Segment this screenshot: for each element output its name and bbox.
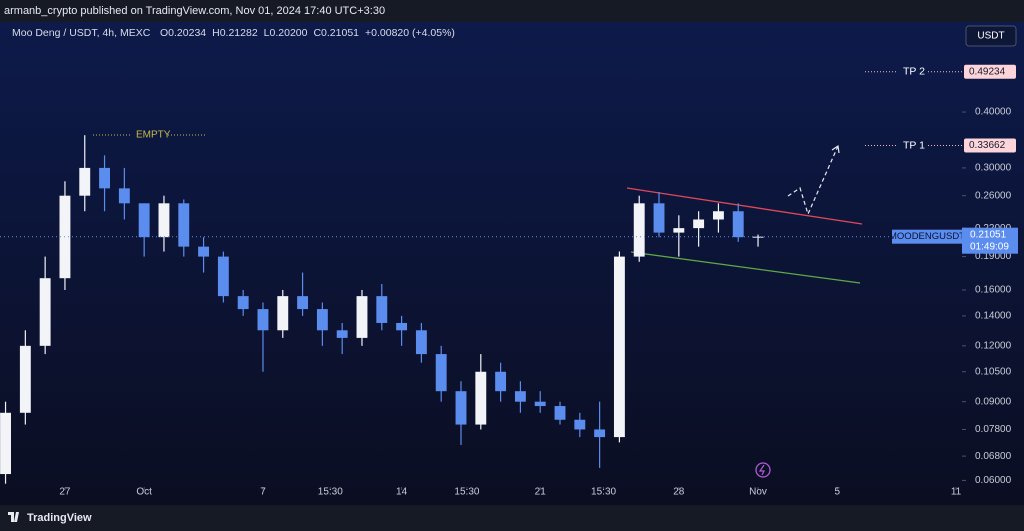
y-tick-label: 0.30000 [975, 163, 1012, 174]
last-price: 0.21051 [970, 229, 1007, 240]
candle-body [237, 296, 249, 310]
y-tick-label: 0.16000 [975, 285, 1012, 296]
candle-body [356, 296, 368, 338]
candle-body [495, 371, 507, 392]
candle-body [752, 236, 764, 238]
event-bolt [758, 464, 765, 476]
candle-body [19, 345, 31, 413]
header-text: armanb_crypto published on TradingView.c… [4, 5, 385, 17]
candle-body [415, 330, 427, 355]
x-tick-label: 11 [951, 487, 962, 498]
y-tick-label: 0.19000 [975, 251, 1012, 262]
chart-area [0, 22, 1024, 505]
candle-body [435, 354, 447, 392]
projection-arrow [787, 145, 839, 216]
y-tick-label: 0.06800 [975, 451, 1012, 462]
currency: USDT [977, 31, 1004, 42]
empty-label: EMPTY [136, 130, 171, 141]
y-tick-label: 0.14000 [975, 311, 1012, 322]
quote-value: C0.21051 [313, 27, 359, 39]
x-tick-label: 5 [834, 487, 840, 498]
target-label: TP 2 [903, 65, 925, 77]
y-tick-label: 0.40000 [975, 107, 1012, 118]
candle-body [534, 401, 546, 407]
quote-value: H0.21282 [212, 27, 258, 39]
quote-value: L0.20200 [264, 27, 308, 39]
candle-body [693, 219, 705, 229]
x-tick-label: 15:30 [318, 487, 343, 498]
candle-body [99, 167, 111, 189]
x-tick-label: 21 [535, 487, 547, 498]
target-value: 0.49234 [969, 66, 1006, 77]
candle-body [336, 330, 348, 338]
x-tick-label: 15:30 [454, 487, 479, 498]
candle-body [613, 256, 625, 438]
candle-body [178, 203, 190, 247]
target-box [964, 138, 1016, 153]
chart-title: Moo Deng / USDT, 4h, MEXC [12, 27, 151, 39]
candle-body [712, 211, 724, 220]
x-tick-label: Nov [749, 487, 767, 498]
x-tick-label: 28 [673, 487, 685, 498]
candle-body [118, 188, 130, 204]
countdown: 01:49:09 [970, 241, 1009, 252]
brand: TradingView [27, 512, 92, 524]
support-line [630, 251, 861, 284]
y-tick-label: 0.06000 [975, 475, 1012, 486]
candle-body [554, 406, 566, 420]
quote-value: +0.00820 (+4.05%) [365, 27, 455, 39]
candle-body [158, 203, 170, 238]
candle-body [257, 309, 269, 331]
y-tick-label: 0.10500 [975, 366, 1012, 377]
series-name-box [892, 229, 962, 244]
x-tick-label: 27 [59, 487, 71, 498]
candle-body [297, 296, 309, 310]
candle-body [574, 419, 586, 430]
candle-body [217, 256, 229, 297]
candle-body [138, 203, 150, 238]
currency-box[interactable] [965, 25, 1017, 47]
resistance-line [626, 187, 863, 225]
candle-body [0, 412, 11, 475]
candle-body [673, 228, 685, 233]
candle-body [653, 203, 665, 233]
candle-body [396, 322, 408, 331]
event-icon[interactable] [755, 462, 771, 478]
brand-logo [8, 512, 19, 522]
y-tick-label: 0.09000 [975, 396, 1012, 407]
candle-body [79, 167, 91, 196]
y-tick-label: 0.07800 [975, 424, 1012, 435]
y-tick-label: 0.26000 [975, 190, 1012, 201]
candle-body [594, 429, 606, 438]
y-tick-label: 0.12000 [975, 340, 1012, 351]
x-tick-label: Oct [136, 487, 152, 498]
candle-body [316, 309, 328, 331]
target-box [964, 64, 1016, 79]
target-value: 0.33662 [969, 140, 1006, 151]
candle-body [277, 296, 289, 331]
x-tick-label: 15:30 [591, 487, 616, 498]
target-label: TP 1 [903, 139, 925, 151]
quote-value: O0.20234 [160, 27, 206, 39]
candle-body [732, 211, 744, 238]
x-tick-label: 14 [396, 487, 408, 498]
candle-body [514, 391, 526, 402]
candle-body [39, 278, 51, 346]
candle-body [198, 246, 210, 257]
candle-body [633, 203, 645, 257]
candle-body [376, 296, 388, 323]
series-name: MOODENGUSDT [889, 231, 965, 242]
last-price-box [962, 227, 1018, 254]
candle-body [455, 391, 467, 425]
header-bar [0, 0, 1024, 22]
arrow-head [831, 144, 840, 154]
x-tick-label: 7 [260, 487, 266, 498]
candle-body [475, 371, 487, 425]
footer-bar [0, 505, 1024, 531]
